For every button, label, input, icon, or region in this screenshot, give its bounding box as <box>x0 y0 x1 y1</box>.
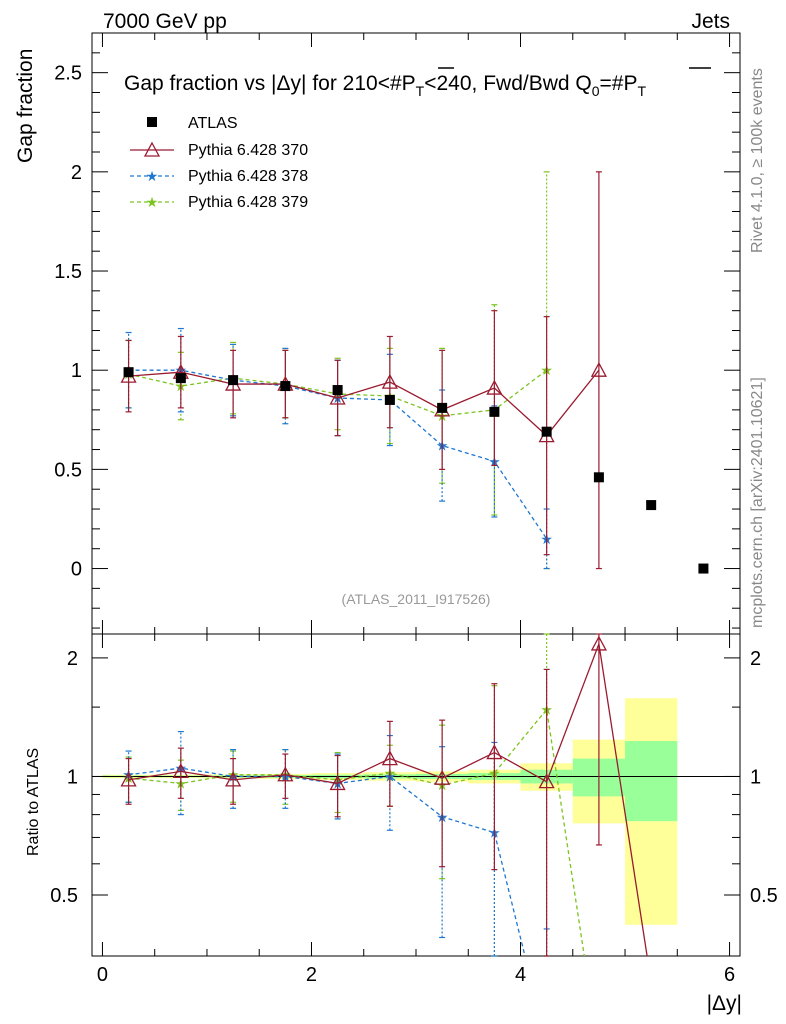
chart-title: Gap fraction vs |Δy| for 210<#PT<240, Fw… <box>124 72 646 99</box>
atlas-point <box>593 472 604 483</box>
atlas-point <box>332 385 343 396</box>
ratio-tick-label: 0.5 <box>50 885 78 907</box>
atlas-point <box>437 402 448 413</box>
x-axis-label: |Δy| <box>707 992 742 1015</box>
y-tick-label: 1 <box>71 360 82 382</box>
series-370-point <box>486 379 503 395</box>
ratio-series-379-line <box>128 707 585 956</box>
chart-title-pt-sub: T <box>416 83 425 99</box>
chart-title-part-c: =#P <box>600 72 638 95</box>
chart-title-pt-sub-2: T <box>637 83 646 99</box>
x-tick-label: 2 <box>306 964 317 986</box>
series-370-line <box>128 369 600 437</box>
mcplots-credit-label: mcplots.cern.ch [arXiv:2401.10621] <box>749 377 766 628</box>
legend-379-label: Pythia 6.428 379 <box>188 194 308 211</box>
ratio-band-inner <box>625 741 678 822</box>
atlas-point <box>489 406 500 417</box>
analysis-watermark: (ATLAS_2011_I917526) <box>342 591 491 607</box>
atlas-data-points <box>123 367 709 574</box>
ratio-series-370-point <box>120 771 137 787</box>
ratio-tick-label-right: 0.5 <box>750 885 778 907</box>
legend-378-marker: ★ <box>146 168 159 184</box>
atlas-point <box>228 375 239 386</box>
ratio-tick-label-right: 2 <box>750 648 761 670</box>
atlas-point <box>123 367 134 378</box>
x-tick-label: 0 <box>97 964 108 986</box>
y-tick-label: 0.5 <box>54 459 82 481</box>
atlas-point <box>384 394 395 405</box>
ratio-tick-label: 1 <box>67 766 78 788</box>
ratio-y-axis-label: Ratio to ATLAS <box>25 748 42 856</box>
axis-ticks: 0 2 4 6 0 0.5 1 1.5 2 2.5 0.5 0.5 1 1 2 2 <box>50 33 778 986</box>
series-370-point <box>381 373 398 389</box>
ratio-series-370-point <box>434 769 451 785</box>
legend-atlas-label: ATLAS <box>188 115 238 132</box>
x-tick-label: 4 <box>515 964 526 986</box>
chart-title-q0-sub: 0 <box>592 83 600 99</box>
ratio-series-370-point <box>538 773 555 789</box>
atlas-point <box>541 426 552 437</box>
atlas-point <box>175 373 186 384</box>
ratio-series-370-point <box>172 763 189 779</box>
legend-370-label: Pythia 6.428 370 <box>188 142 308 159</box>
y-tick-label: 2.5 <box>54 63 82 85</box>
atlas-point <box>280 381 291 392</box>
y-tick-label: 2 <box>71 162 82 184</box>
ratio-tick-label-right: 1 <box>750 766 761 788</box>
header-process: Jets <box>691 10 730 33</box>
ratio-series-370-point <box>590 635 607 651</box>
y-tick-label: 0 <box>71 559 82 581</box>
ratio-series-370-point <box>329 775 346 791</box>
chart-title-part-b: <240, Fwd/Bwd Q <box>424 72 592 95</box>
ratio-tick-label: 2 <box>67 648 78 670</box>
ratio-series-370-point <box>381 750 398 766</box>
ratio-series-370-point <box>225 771 242 787</box>
y-tick-label: 1.5 <box>54 261 82 283</box>
x-tick-label: 6 <box>724 964 735 986</box>
atlas-point <box>698 563 709 574</box>
series-370-point <box>329 389 346 405</box>
legend-378-label: Pythia 6.428 378 <box>188 168 308 185</box>
legend-379-marker: ★ <box>146 194 159 210</box>
legend-atlas-marker <box>147 117 157 127</box>
series-370-point <box>590 361 607 377</box>
atlas-point <box>646 500 657 511</box>
chart-title-part-a: Gap fraction vs |Δy| for 210<#P <box>124 72 416 95</box>
legend: ATLAS Pythia 6.428 370 ★ Pythia 6.428 37… <box>130 115 308 211</box>
rivet-version-label: Rivet 4.1.0, ≥ 100k events <box>749 68 766 253</box>
legend-370-marker <box>143 141 161 157</box>
ratio-series-370-point <box>277 766 294 782</box>
ratio-series: ★ ★★ ★ ★ ★★★★★ ★★ ★ ★ ★★★ <box>120 633 648 957</box>
ratio-series-370-point <box>486 744 503 760</box>
y-axis-label: Gap fraction <box>14 49 37 163</box>
header-energy: 7000 GeV pp <box>103 10 227 33</box>
main-series: ★★★★★★★★★★★★★★★★★★ <box>120 171 607 570</box>
